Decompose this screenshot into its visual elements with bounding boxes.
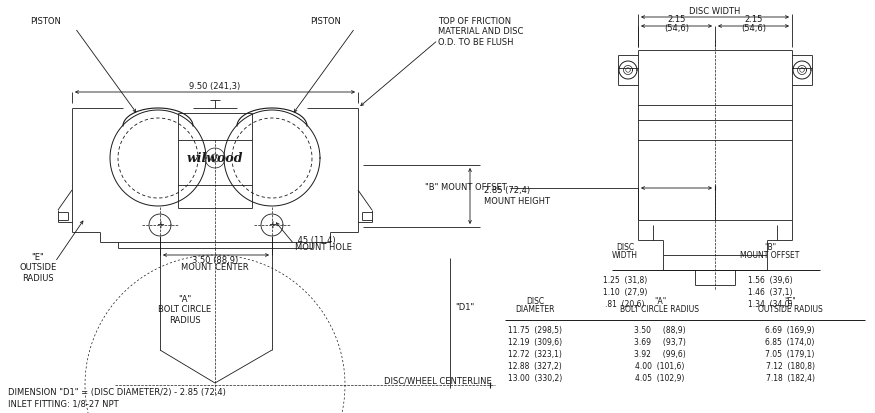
Text: BOLT CIRCLE RADIUS: BOLT CIRCLE RADIUS: [620, 306, 699, 315]
Text: 12.72  (323,1): 12.72 (323,1): [508, 349, 562, 358]
Text: wilwood: wilwood: [186, 152, 243, 164]
Text: DISC WIDTH: DISC WIDTH: [690, 7, 740, 17]
Text: .81  (20,6): .81 (20,6): [606, 299, 645, 309]
Text: DIAMETER: DIAMETER: [515, 306, 555, 315]
Text: TOP OF FRICTION
MATERIAL AND DISC
O.D. TO BE FLUSH: TOP OF FRICTION MATERIAL AND DISC O.D. T…: [438, 17, 523, 47]
Text: MOUNT HEIGHT: MOUNT HEIGHT: [484, 197, 550, 206]
Text: 9.50 (241,3): 9.50 (241,3): [189, 83, 241, 92]
Text: DISC: DISC: [616, 244, 634, 252]
Text: "B" MOUNT OFFSET: "B" MOUNT OFFSET: [425, 183, 507, 192]
Text: 6.85  (174,0): 6.85 (174,0): [766, 337, 815, 347]
Text: 3.92     (99,6): 3.92 (99,6): [634, 349, 686, 358]
Text: INLET FITTING: 1/8-27 NPT: INLET FITTING: 1/8-27 NPT: [8, 399, 119, 408]
Text: MOUNT CENTER: MOUNT CENTER: [181, 263, 248, 273]
Text: "A"
BOLT CIRCLE
RADIUS: "A" BOLT CIRCLE RADIUS: [158, 295, 212, 325]
Text: 2.15: 2.15: [745, 16, 763, 24]
Text: DIMENSION "D1" = (DISC DIAMETER/2) - 2.85 (72,4): DIMENSION "D1" = (DISC DIAMETER/2) - 2.8…: [8, 387, 226, 396]
Text: "A": "A": [654, 297, 666, 306]
Text: 2.15: 2.15: [668, 16, 686, 24]
Text: DISC/WHEEL CENTERLINE: DISC/WHEEL CENTERLINE: [384, 377, 492, 385]
Text: "E"
OUTSIDE
RADIUS: "E" OUTSIDE RADIUS: [19, 253, 57, 283]
Text: 1.25  (31,8): 1.25 (31,8): [603, 275, 648, 285]
Text: 7.12  (180,8): 7.12 (180,8): [766, 361, 815, 370]
Text: 1.34  (34,0): 1.34 (34,0): [747, 299, 793, 309]
Text: 13.00  (330,2): 13.00 (330,2): [507, 373, 562, 382]
Text: (54,6): (54,6): [664, 24, 689, 33]
Text: 7.05  (179,1): 7.05 (179,1): [766, 349, 815, 358]
Text: (54,6): (54,6): [741, 24, 766, 33]
Text: 2.85 (72,4): 2.85 (72,4): [484, 187, 530, 195]
Text: 3.50     (88,9): 3.50 (88,9): [634, 325, 686, 335]
Text: 11.75  (298,5): 11.75 (298,5): [508, 325, 562, 335]
Text: "D1": "D1": [455, 304, 474, 313]
Text: 4.00  (101,6): 4.00 (101,6): [635, 361, 685, 370]
Text: PISTON: PISTON: [310, 17, 341, 26]
Text: 1.46  (37,1): 1.46 (37,1): [748, 287, 792, 297]
Text: "E": "E": [784, 297, 796, 306]
Text: MOUNT HOLE: MOUNT HOLE: [295, 244, 352, 252]
Text: WIDTH: WIDTH: [612, 252, 638, 261]
Text: "B": "B": [764, 244, 776, 252]
Text: OUTSIDE RADIUS: OUTSIDE RADIUS: [758, 306, 822, 315]
Text: 3.50 (88,9): 3.50 (88,9): [192, 256, 238, 266]
Text: 12.88  (327,2): 12.88 (327,2): [508, 361, 562, 370]
Text: 1.10  (27,9): 1.10 (27,9): [603, 287, 648, 297]
Text: +: +: [268, 220, 276, 230]
Text: DISC: DISC: [526, 297, 544, 306]
Text: 4.05  (102,9): 4.05 (102,9): [635, 373, 685, 382]
Text: +: +: [156, 220, 164, 230]
Text: PISTON: PISTON: [30, 17, 61, 26]
Text: MOUNT OFFSET: MOUNT OFFSET: [740, 252, 800, 261]
Text: .45 (11,4): .45 (11,4): [295, 235, 336, 244]
Text: 3.69     (93,7): 3.69 (93,7): [634, 337, 686, 347]
Text: 6.69  (169,9): 6.69 (169,9): [766, 325, 815, 335]
Text: 7.18  (182,4): 7.18 (182,4): [766, 373, 815, 382]
Text: 1.56  (39,6): 1.56 (39,6): [747, 275, 793, 285]
Text: 12.19  (309,6): 12.19 (309,6): [507, 337, 562, 347]
